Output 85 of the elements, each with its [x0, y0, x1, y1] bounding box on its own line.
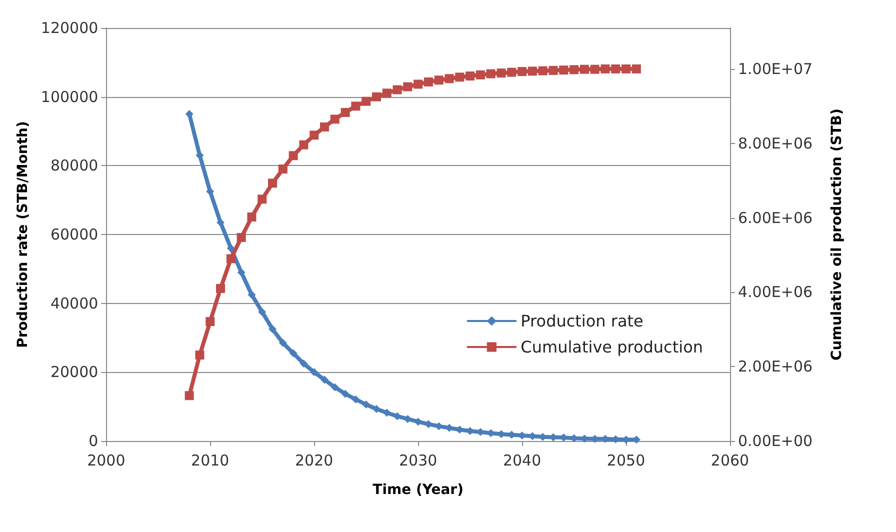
point	[299, 140, 308, 150]
y-tick-label: 80000	[50, 156, 98, 175]
point	[195, 350, 204, 360]
y-tick-label: 100000	[40, 88, 98, 106]
point	[632, 64, 641, 74]
legend-label: Production rate	[520, 312, 644, 330]
point	[248, 290, 256, 299]
point	[403, 82, 412, 92]
point	[340, 108, 350, 117]
point	[570, 65, 579, 74]
point	[236, 232, 246, 242]
point	[237, 268, 246, 276]
point	[528, 66, 537, 76]
point	[414, 80, 423, 89]
x-tick-label: 2040	[502, 452, 542, 470]
point	[600, 64, 610, 74]
point	[392, 85, 402, 94]
point	[226, 244, 235, 252]
point	[362, 400, 370, 409]
y-tick-label: 20000	[50, 363, 98, 382]
y-tick-label: 0	[88, 432, 98, 450]
y-tick-label: 60000	[50, 226, 98, 244]
point	[455, 72, 464, 82]
point	[424, 77, 433, 86]
point	[352, 395, 360, 404]
point	[496, 68, 506, 78]
point	[216, 284, 226, 293]
y-tick-label: 40000	[50, 294, 98, 312]
point	[268, 325, 277, 334]
point	[258, 308, 266, 316]
point	[247, 212, 256, 222]
point	[310, 130, 319, 140]
point	[622, 64, 631, 74]
x-axis-title: Time (Year)	[372, 482, 464, 498]
y2-tick-label: 6.00E+06	[738, 208, 813, 227]
y-axis-title: Production rate (STB/Month)	[15, 121, 31, 348]
y2-tick-label: 8.00E+06	[738, 134, 813, 152]
point	[466, 71, 475, 80]
legend-label: Cumulative production	[520, 338, 704, 356]
x-tick-label: 2050	[606, 452, 646, 470]
x-tick-label: 2010	[191, 452, 230, 470]
x-tick-label: 2060	[710, 452, 750, 470]
point	[507, 68, 516, 77]
point	[351, 102, 360, 111]
point	[476, 70, 485, 80]
point	[184, 391, 194, 400]
point	[278, 164, 288, 174]
point	[310, 368, 318, 376]
point	[486, 69, 496, 78]
y2-tick-label: 1.00E+07	[738, 60, 813, 78]
point	[320, 376, 329, 384]
point	[559, 66, 568, 75]
point	[278, 338, 287, 347]
point	[341, 390, 350, 398]
point	[444, 74, 454, 84]
point	[206, 317, 215, 326]
point	[382, 408, 391, 417]
y2-tick-label: 4.00E+06	[738, 283, 813, 302]
y-tick-label: 120000	[40, 19, 98, 37]
point	[538, 66, 548, 76]
point	[548, 66, 558, 75]
point	[288, 151, 298, 160]
point	[258, 194, 267, 204]
point	[330, 114, 340, 124]
point	[372, 92, 381, 102]
point	[518, 67, 527, 76]
point	[362, 96, 371, 106]
point	[268, 178, 278, 188]
point	[226, 254, 236, 264]
y2-tick-label: 0.00E+00	[738, 432, 813, 450]
point	[320, 122, 330, 132]
point	[434, 76, 444, 85]
point	[580, 64, 589, 74]
point	[330, 383, 339, 392]
point	[372, 404, 380, 413]
x-tick-label: 2000	[87, 452, 126, 470]
point	[382, 88, 392, 98]
y2-axis-title: Cumulative oil production (STB)	[829, 108, 845, 360]
point	[289, 349, 298, 358]
x-tick-label: 2020	[295, 452, 334, 470]
point	[300, 360, 308, 368]
point	[590, 64, 600, 74]
point	[611, 64, 620, 74]
x-tick-label: 2030	[398, 452, 438, 470]
y2-tick-label: 2.00E+06	[738, 358, 813, 376]
